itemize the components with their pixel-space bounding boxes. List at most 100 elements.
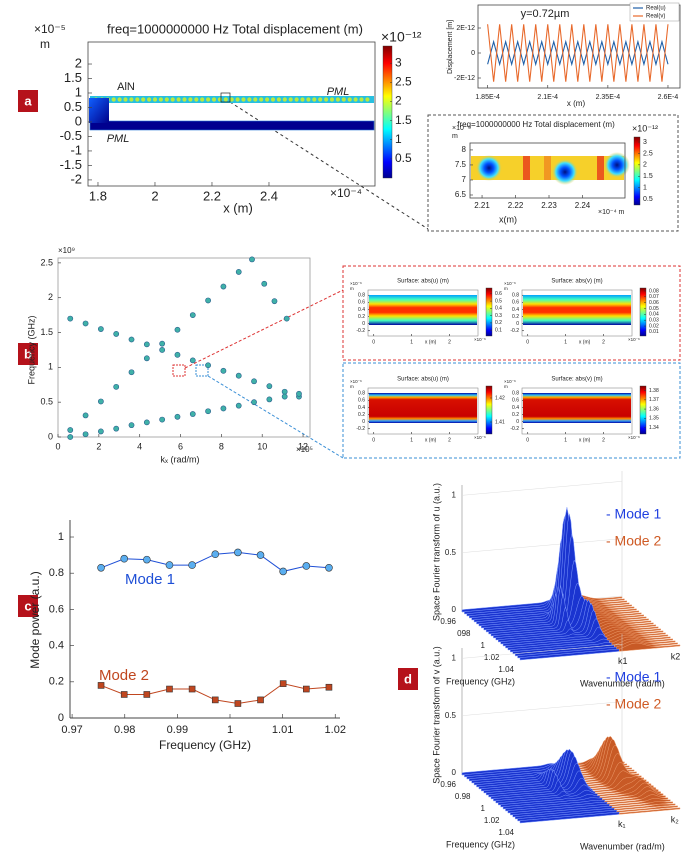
field-dot	[152, 97, 158, 102]
scatter-point	[281, 393, 288, 400]
x-tick-label: 2	[448, 437, 451, 443]
panel-label: c	[24, 598, 31, 613]
field-dot	[270, 97, 276, 102]
y-exponent: ×10⁻⁶	[452, 125, 471, 132]
x-axis-label: x (m)	[579, 437, 591, 443]
series-label: Mode 2	[99, 667, 149, 684]
colorbar-tick-label: 0.07	[649, 294, 659, 300]
x-tick-label: 2	[151, 188, 158, 203]
y-tick-label: 7	[462, 175, 467, 184]
surface-ridge	[618, 642, 681, 652]
connector-red	[184, 289, 344, 369]
y-tick-label: 7.5	[455, 160, 467, 169]
surface-field	[369, 393, 477, 423]
field-dot	[318, 97, 323, 102]
field-dot	[188, 97, 193, 102]
marker	[120, 554, 129, 563]
scatter-point	[128, 369, 135, 376]
x-tick-label: 2.22	[508, 201, 524, 210]
marker	[211, 696, 219, 704]
marker	[325, 683, 333, 691]
x-tick-label: 12	[298, 441, 308, 451]
y-tick-label: -0.2	[356, 328, 365, 334]
scatter-point	[220, 405, 227, 412]
x-tick-label: 2.1E-4	[537, 94, 558, 101]
colorbar-exponent: ×10⁻¹²	[381, 29, 422, 45]
chart-title: Surface: abs(v) (m)	[551, 377, 602, 383]
surface-ridge	[618, 807, 681, 815]
field-dot	[129, 97, 134, 102]
surface-ridge	[510, 638, 610, 653]
field-dot	[306, 97, 311, 102]
surface-field	[523, 295, 631, 325]
y-tick-label: 0.5	[40, 397, 53, 407]
colorbar-tick-label: 3	[395, 55, 402, 69]
x-tick-label: 0.98	[114, 724, 135, 736]
surface-ridge	[500, 609, 601, 645]
scatter-point	[174, 413, 181, 420]
scatter-point	[128, 336, 135, 343]
scatter-point	[143, 355, 150, 362]
chart-title: freq=1000000000 Hz Total displacement (m…	[107, 21, 363, 36]
scatter-point	[235, 269, 242, 275]
colorbar-tick-label: 0.03	[649, 318, 659, 324]
scatter-point	[283, 315, 290, 322]
y-axis-label: Frequency (GHz)	[446, 676, 515, 686]
marker	[188, 561, 196, 569]
annotation: PML	[107, 133, 130, 145]
surface-ridge	[609, 798, 671, 807]
x-axis-label: x(m)	[499, 214, 517, 224]
field-dot	[359, 97, 364, 102]
y-axis-label: Frequency (GHz)	[26, 315, 36, 384]
colorbar-tick-label: 2	[395, 94, 402, 108]
field-blob	[476, 155, 502, 181]
scatter-point	[128, 422, 135, 429]
colorbar-tick-label: 2.5	[643, 150, 653, 157]
legend-label: Real(u)	[646, 6, 666, 12]
field-dot	[347, 97, 352, 102]
marker	[256, 551, 265, 559]
x-tick-label: 2.4	[260, 188, 278, 203]
scatter-point	[205, 362, 211, 369]
y-tick-label: -0.2	[510, 328, 519, 334]
field-dot	[141, 97, 146, 102]
surface-ridge	[519, 648, 620, 661]
colorbar	[633, 136, 641, 206]
x-tick-label: 2	[602, 339, 605, 345]
scatter-point	[174, 326, 181, 333]
annotation: AlN	[117, 81, 135, 93]
colorbar-tick-label: 0.06	[649, 300, 659, 306]
panel-label: d	[404, 671, 412, 686]
x-tick-label: 0	[372, 339, 375, 345]
y-tick-label: 0.2	[512, 314, 519, 320]
surface-ridge	[495, 784, 596, 804]
scatter-point	[82, 412, 89, 419]
surface-ridge	[517, 809, 618, 822]
field-dot	[217, 97, 222, 102]
field-dot	[176, 97, 181, 102]
field-dot	[312, 97, 317, 102]
y-tick-label: 1.5	[64, 70, 82, 85]
surface-ridge	[514, 807, 615, 820]
x-tick-label: 2.24	[575, 201, 591, 210]
scatter-point	[97, 326, 104, 332]
y-tick-label: 098	[457, 629, 471, 638]
y-tick-label: 1.02	[484, 816, 500, 825]
colorbar-tick-label: 1.35	[649, 416, 659, 422]
x-exponent: ×10⁻⁶	[628, 337, 640, 342]
plot-frame	[367, 387, 479, 435]
scatter-point	[235, 402, 242, 409]
y-tick-label: 0.96	[440, 617, 456, 626]
y-tick-label: 1.04	[498, 828, 514, 837]
scatter-point	[113, 383, 120, 390]
marker	[279, 567, 287, 576]
marker	[165, 561, 174, 569]
field-dot	[164, 97, 169, 102]
y-tick-label: 0	[516, 419, 519, 425]
y-tick-label: -0.5	[60, 128, 82, 143]
y-unit: m	[350, 286, 354, 291]
grid-line	[461, 701, 623, 716]
x-tick-label: 6	[178, 441, 183, 451]
field-dot	[235, 97, 240, 102]
